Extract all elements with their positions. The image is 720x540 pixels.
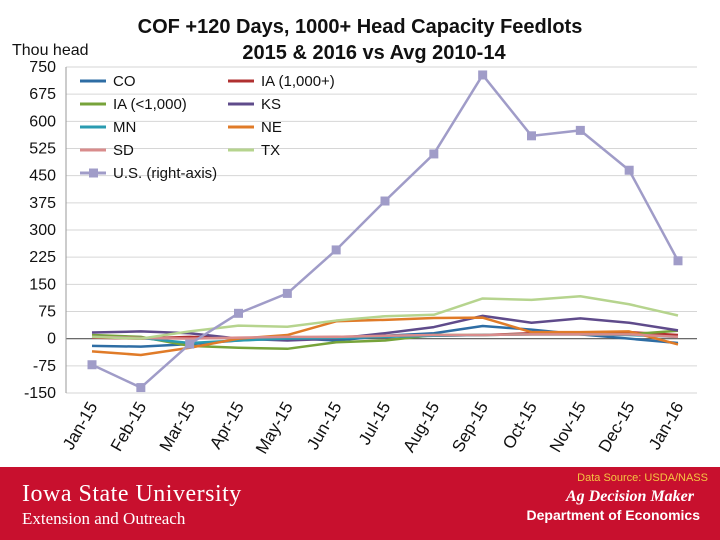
y-tick-label: 675 (29, 86, 56, 103)
y-tick-label: 0 (47, 331, 56, 348)
y-axis-label: Thou head (12, 42, 89, 59)
series-line-7 (91, 295, 679, 340)
footer-banner: Iowa State University Extension and Outr… (0, 467, 720, 540)
ag-decision-maker-label: Ag Decision Maker (566, 488, 694, 505)
y-tick-label: 75 (38, 304, 56, 321)
chart-title: COF +120 Days, 1000+ Head Capacity Feedl… (138, 16, 583, 38)
us-data-point (478, 70, 488, 80)
x-tick-label: Jun-15 (303, 399, 345, 454)
x-tick-label: Jan-16 (645, 399, 687, 454)
x-tick-label: Nov-15 (546, 399, 590, 456)
x-tick-label: Sep-15 (448, 398, 492, 455)
data-source: Data Source: USDA/NASS (577, 472, 708, 484)
legend-label: NE (261, 119, 282, 136)
legend-label: IA (<1,000) (113, 96, 187, 113)
y-tick-label: 300 (29, 222, 56, 239)
extension-label: Extension and Outreach (22, 509, 186, 528)
legend-label: IA (1,000+) (261, 73, 335, 90)
us-data-point (673, 256, 683, 266)
y-tick-label: 450 (29, 168, 56, 185)
x-tick-label: Aug-15 (399, 399, 443, 456)
us-data-point (380, 196, 390, 206)
legend: CO IA (1,000+) IA (<1,000) KS MN NE SD TX U.S. (… (80, 73, 335, 182)
y-tick-label: 750 (29, 59, 56, 76)
y-tick-label: 150 (29, 276, 56, 293)
us-data-point (234, 308, 243, 318)
x-tick-label: Mar-15 (156, 399, 199, 455)
y-tick-label: 525 (29, 141, 56, 158)
us-data-point (624, 165, 634, 175)
legend-label: TX (261, 142, 280, 159)
x-tick-label: May-15 (252, 399, 297, 458)
y-tick-label: -150 (24, 385, 56, 402)
university-logo-text: Iowa State University (22, 481, 242, 507)
series-line-3 (91, 314, 679, 342)
us-data-point (575, 125, 585, 135)
us-data-point (527, 131, 536, 141)
us-data-point (282, 288, 292, 298)
series-lines (87, 70, 683, 393)
y-tick-label: 600 (29, 113, 56, 130)
legend-label: MN (113, 119, 136, 136)
legend-label: SD (113, 142, 134, 159)
us-data-point (429, 149, 439, 159)
x-tick-label: Oct-15 (499, 399, 541, 453)
gridlines (65, 66, 697, 394)
legend-marker (89, 168, 98, 178)
chart: COF +120 Days, 1000+ Head Capacity Feedl… (12, 16, 697, 457)
x-tick-label: Feb-15 (107, 399, 150, 455)
us-data-point (87, 360, 97, 370)
y-tick-label: -75 (33, 358, 56, 375)
us-data-point (185, 339, 195, 349)
legend-label: KS (261, 96, 281, 113)
legend-label: CO (113, 73, 136, 90)
us-data-point (136, 383, 146, 393)
chart-subtitle: 2015 & 2016 vs Avg 2010-14 (242, 42, 506, 64)
series-line-6 (91, 333, 679, 340)
y-tick-label: 225 (29, 249, 56, 266)
x-tick-label: Dec-15 (595, 399, 639, 456)
x-tick-label: Jul-15 (355, 399, 395, 449)
y-tick-label: 375 (29, 195, 56, 212)
x-tick-label: Jan-15 (59, 399, 101, 454)
department-label: Department of Economics (526, 507, 700, 523)
legend-label: U.S. (right-axis) (113, 165, 217, 182)
x-tick-label: Apr-15 (206, 399, 248, 453)
us-data-point (331, 245, 341, 255)
x-axis-ticks: Jan-15 Feb-15 Mar-15 Apr-15 May-15 Jun-15 Jul-… (59, 398, 687, 457)
